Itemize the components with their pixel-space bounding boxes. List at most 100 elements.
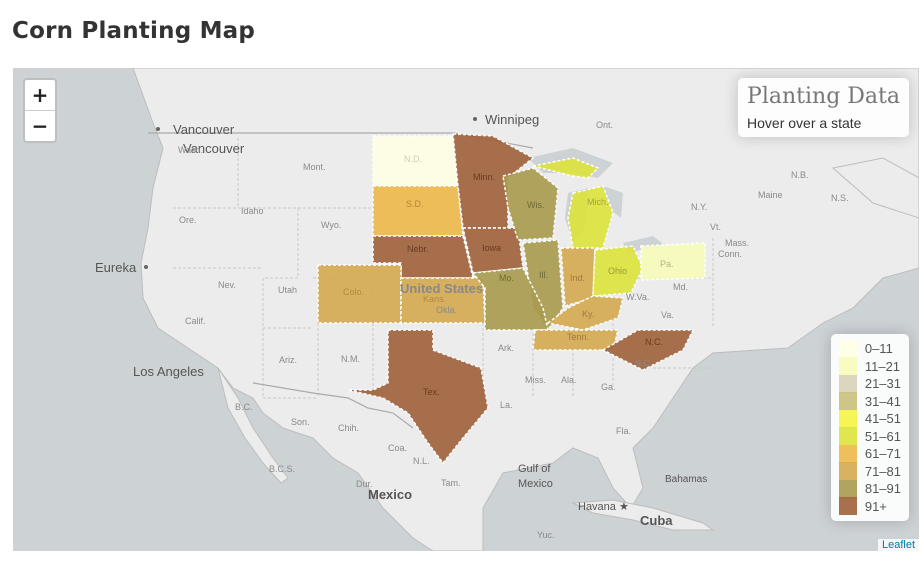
legend-item: 0–11 bbox=[838, 339, 901, 358]
map-labels: Vancouver Vancouver Winnipeg Eureka Los … bbox=[95, 112, 849, 540]
svg-text:Nev.: Nev. bbox=[218, 280, 236, 290]
legend-swatch bbox=[838, 409, 857, 428]
svg-text:Iowa: Iowa bbox=[482, 243, 501, 253]
svg-text:Kans.: Kans. bbox=[423, 294, 446, 304]
state-ohio[interactable] bbox=[592, 245, 644, 297]
svg-text:Idaho: Idaho bbox=[241, 206, 264, 216]
legend-item: 21–31 bbox=[838, 374, 901, 393]
svg-text:Son.: Son. bbox=[291, 417, 310, 427]
legend-label: 41–51 bbox=[864, 411, 901, 427]
legend-item: 71–81 bbox=[838, 462, 901, 481]
svg-text:Ky.: Ky. bbox=[582, 309, 594, 319]
legend-swatch bbox=[838, 497, 857, 516]
state-indiana[interactable] bbox=[560, 247, 596, 307]
legend-label: 51–61 bbox=[864, 428, 901, 444]
legend-swatch bbox=[838, 444, 857, 463]
svg-text:Ga.: Ga. bbox=[601, 382, 616, 392]
zoom-in-button[interactable]: + bbox=[25, 80, 55, 111]
zoom-control: + − bbox=[23, 78, 57, 143]
legend-item: 91+ bbox=[838, 497, 901, 516]
legend-label: 31–41 bbox=[864, 393, 901, 409]
svg-text:N.M.: N.M. bbox=[341, 354, 360, 364]
svg-text:S.D.: S.D. bbox=[406, 199, 424, 209]
svg-text:United States: United States bbox=[400, 281, 483, 296]
legend-label: 21–31 bbox=[864, 376, 901, 392]
page-title: Corn Planting Map bbox=[12, 18, 256, 44]
legend-swatch bbox=[838, 357, 857, 376]
svg-text:Chih.: Chih. bbox=[338, 423, 359, 433]
legend-label: 81–91 bbox=[864, 481, 901, 497]
svg-text:Havana ★: Havana ★ bbox=[578, 501, 629, 513]
state-wisconsin[interactable] bbox=[502, 167, 559, 241]
svg-text:N.D.: N.D. bbox=[404, 154, 422, 164]
svg-text:N.Y.: N.Y. bbox=[691, 202, 707, 212]
legend-swatch bbox=[838, 339, 857, 358]
svg-text:Utah: Utah bbox=[278, 285, 297, 295]
island-cuba bbox=[571, 499, 715, 531]
svg-text:S.C.: S.C. bbox=[635, 358, 653, 368]
svg-text:Ala.: Ala. bbox=[561, 375, 577, 385]
svg-text:W.Va.: W.Va. bbox=[626, 292, 649, 302]
legend-item: 81–91 bbox=[838, 479, 901, 498]
svg-text:Mexico: Mexico bbox=[368, 487, 412, 502]
svg-text:N.L.: N.L. bbox=[413, 456, 430, 466]
state-south-dakota[interactable] bbox=[372, 185, 464, 237]
svg-text:Wash.: Wash. bbox=[178, 145, 203, 155]
state-north-carolina[interactable] bbox=[601, 329, 695, 371]
svg-text:Mass.: Mass. bbox=[725, 238, 749, 248]
zoom-out-button[interactable]: − bbox=[31, 114, 49, 138]
svg-text:Mich.: Mich. bbox=[587, 197, 609, 207]
state-tennessee[interactable] bbox=[532, 329, 619, 351]
svg-text:Colo.: Colo. bbox=[343, 287, 364, 297]
svg-text:Ill.: Ill. bbox=[539, 270, 548, 280]
basemap: Vancouver Vancouver Winnipeg Eureka Los … bbox=[13, 68, 919, 551]
svg-text:Pa.: Pa. bbox=[660, 259, 674, 269]
legend-label: 91+ bbox=[864, 498, 887, 514]
svg-text:La.: La. bbox=[500, 400, 513, 410]
svg-text:Ariz.: Ariz. bbox=[279, 355, 297, 365]
svg-text:Ind.: Ind. bbox=[570, 273, 585, 283]
state-texas[interactable] bbox=[347, 329, 489, 465]
svg-text:N.C.: N.C. bbox=[645, 337, 663, 347]
svg-text:Nebr.: Nebr. bbox=[407, 244, 429, 254]
legend-label: 61–71 bbox=[864, 446, 901, 462]
state-michigan[interactable] bbox=[532, 157, 614, 249]
svg-text:Cuba: Cuba bbox=[640, 513, 673, 528]
svg-text:Tam.: Tam. bbox=[441, 478, 461, 488]
info-panel: Planting Data Hover over a state bbox=[738, 78, 909, 137]
state-borders bbox=[173, 138, 714, 399]
svg-text:Mont.: Mont. bbox=[303, 162, 326, 172]
legend-swatch bbox=[838, 462, 857, 481]
landmass-baja bbox=[217, 367, 289, 484]
svg-text:Los Angeles: Los Angeles bbox=[133, 364, 204, 379]
svg-text:Wyo.: Wyo. bbox=[321, 220, 341, 230]
svg-text:Fla.: Fla. bbox=[616, 426, 631, 436]
map-container[interactable]: Vancouver Vancouver Winnipeg Eureka Los … bbox=[13, 68, 919, 551]
legend-swatch bbox=[838, 392, 857, 411]
svg-text:Mo.: Mo. bbox=[499, 273, 514, 283]
state-pennsylvania[interactable] bbox=[640, 242, 706, 281]
svg-text:Okla.: Okla. bbox=[436, 305, 457, 315]
svg-text:B.C.S.: B.C.S. bbox=[269, 464, 295, 474]
svg-text:Vancouver: Vancouver bbox=[183, 141, 245, 156]
svg-text:Bahamas: Bahamas bbox=[665, 474, 707, 485]
svg-text:Ark.: Ark. bbox=[498, 343, 514, 353]
legend-item: 11–21 bbox=[838, 357, 901, 376]
svg-text:Miss.: Miss. bbox=[525, 375, 546, 385]
svg-text:Tenn.: Tenn. bbox=[567, 332, 589, 342]
svg-text:N.S.: N.S. bbox=[831, 193, 849, 203]
svg-text:Vt.: Vt. bbox=[710, 222, 721, 232]
border-us-mexico bbox=[252, 382, 414, 429]
svg-text:Va.: Va. bbox=[661, 310, 674, 320]
legend-item: 41–51 bbox=[838, 409, 901, 428]
legend-label: 11–21 bbox=[864, 358, 901, 374]
attribution-link[interactable]: Leaflet bbox=[877, 539, 919, 551]
svg-text:B.C.: B.C. bbox=[235, 402, 253, 412]
svg-text:N.B.: N.B. bbox=[791, 170, 809, 180]
legend-item: 61–71 bbox=[838, 444, 901, 463]
legend-item: 51–61 bbox=[838, 427, 901, 446]
svg-text:Yuc.: Yuc. bbox=[537, 530, 555, 540]
legend-label: 0–11 bbox=[864, 341, 893, 357]
landmass-atlantic bbox=[831, 157, 919, 219]
svg-text:Eureka: Eureka bbox=[95, 260, 137, 275]
